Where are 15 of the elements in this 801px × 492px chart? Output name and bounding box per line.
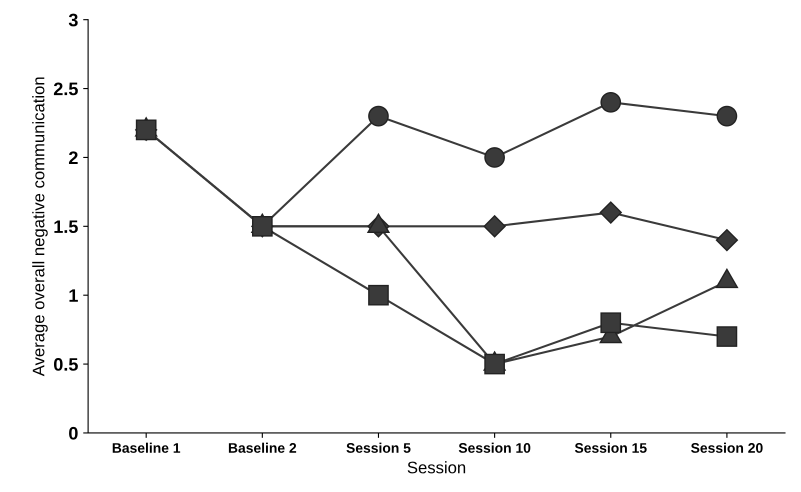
y-tick-label: 2 — [68, 151, 78, 164]
y-tick-label: 2.5 — [54, 82, 78, 96]
x-tick-label: Session 5 — [346, 442, 411, 453]
x-tick-label: Session 20 — [691, 442, 763, 453]
y-axis-title: Average overall negative communication — [32, 77, 48, 376]
y-tick-label: 1 — [69, 289, 78, 302]
x-tick-label: Baseline 1 — [112, 442, 180, 453]
y-tick-label: 0 — [69, 426, 78, 440]
y-tick-label: 0.5 — [54, 358, 78, 371]
x-tick-label: Session 15 — [574, 442, 647, 453]
y-tick-label: 1.5 — [54, 220, 78, 234]
x-tick-label: Session 10 — [458, 442, 530, 453]
y-tick-label: 3 — [68, 14, 78, 26]
x-axis-title: Session — [408, 461, 466, 474]
x-tick-label: Baseline 2 — [228, 442, 296, 453]
